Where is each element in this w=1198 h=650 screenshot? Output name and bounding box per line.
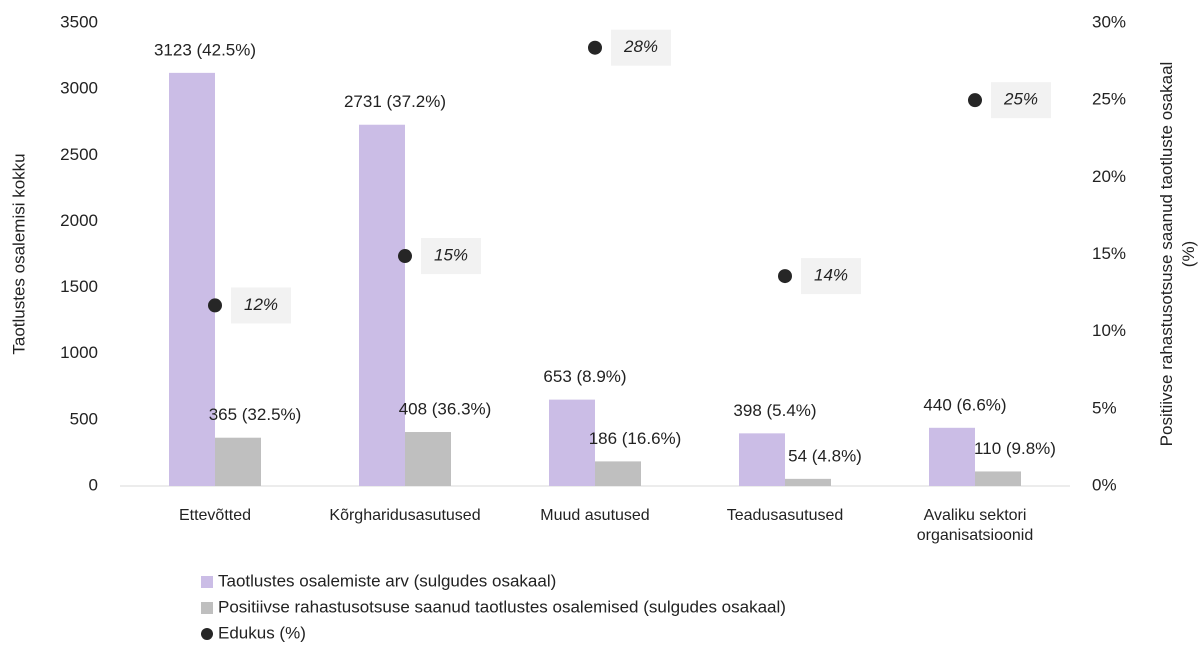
data-label: 28% [623, 37, 658, 56]
y2-tick-label: 15% [1092, 244, 1126, 263]
data-label-box [801, 258, 861, 295]
x-tick-label: Avaliku sektori organisatsioonid [917, 507, 1034, 544]
point [398, 249, 412, 264]
data-label-box [421, 238, 481, 275]
legend-marker [201, 628, 213, 640]
x-tick-label: Muud asutused [540, 507, 649, 524]
bar [739, 433, 785, 486]
data-label: 15% [434, 246, 468, 265]
legend-label: Edukus (%) [218, 623, 306, 642]
data-label: 408 (36.3%) [399, 400, 492, 419]
y-tick-label: 2500 [60, 145, 98, 164]
y2-tick-label: 0% [1092, 475, 1117, 494]
bar [595, 461, 641, 486]
point [778, 269, 792, 284]
bar [549, 399, 595, 486]
bar [975, 471, 1021, 486]
y-tick-label: 3000 [60, 79, 98, 98]
data-label: 110 (9.8%) [974, 439, 1056, 458]
data-label: 365 (32.5%) [209, 405, 302, 424]
data-label: 54 (4.8%) [788, 446, 862, 465]
y2-tick-label: 10% [1092, 321, 1126, 340]
y-tick-label: 3500 [60, 12, 98, 31]
bar [169, 72, 215, 487]
y2-tick-label: 30% [1092, 12, 1126, 31]
y-axis-label: Taotlustes osalemisi kokku [9, 153, 28, 354]
legend-marker [201, 602, 213, 614]
data-label: 398 (5.4%) [733, 401, 816, 420]
y-tick-label: 500 [70, 409, 98, 428]
bar [215, 437, 261, 486]
data-label-box [991, 82, 1051, 119]
x-tick-label: Kõrgharidusasutused [329, 507, 480, 524]
bar [785, 478, 831, 486]
y-tick-label: 2000 [60, 211, 98, 230]
legend-marker [201, 576, 213, 588]
legend-label: Positiivse rahastusotsuse saanud taotlus… [218, 597, 786, 616]
x-tick-label: Ettevõtted [179, 507, 251, 524]
bar [405, 432, 451, 486]
point [588, 40, 602, 55]
bar [359, 124, 405, 486]
data-label: 14% [814, 266, 848, 285]
y2-tick-label: 20% [1092, 167, 1126, 186]
data-label: 2731 (37.2%) [344, 92, 446, 111]
y2-tick-label: 25% [1092, 90, 1126, 109]
y-tick-label: 1500 [60, 277, 98, 296]
data-label: 186 (16.6%) [589, 429, 682, 448]
data-label: 653 (8.9%) [543, 367, 626, 386]
data-label: 12% [244, 295, 278, 314]
point [208, 298, 222, 313]
x-tick-label: Teadusasutused [727, 507, 844, 524]
y2-tick-label: 5% [1092, 398, 1117, 417]
data-label: 3123 (42.5%) [154, 40, 256, 59]
y2-axis-label: Positiivse rahastusotsuse saanud taotlus… [1157, 62, 1198, 447]
data-label-box [611, 29, 671, 66]
point [968, 93, 982, 108]
data-label-box [231, 287, 291, 324]
data-label: 440 (6.6%) [923, 395, 1006, 414]
y-tick-label: 0 [89, 475, 98, 494]
bar [929, 427, 975, 486]
data-label: 25% [1003, 90, 1038, 109]
y-tick-label: 1000 [60, 343, 98, 362]
legend-label: Taotlustes osalemiste arv (sulgudes osak… [218, 571, 556, 590]
